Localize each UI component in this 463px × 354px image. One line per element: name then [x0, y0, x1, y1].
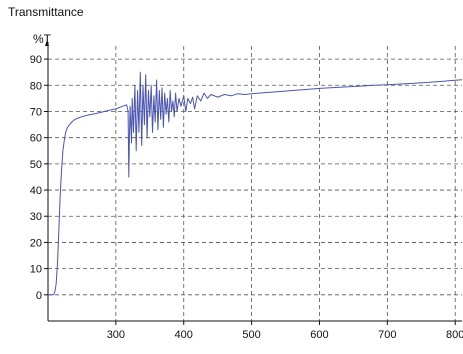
x-tick-label: 600	[310, 329, 328, 341]
y-tick-label: 90	[30, 54, 42, 66]
x-tick-label: 800	[446, 329, 463, 341]
chart-title: Transmittance	[8, 5, 84, 19]
y-axis-label: %T	[33, 32, 52, 46]
x-tick-label: 700	[378, 329, 396, 341]
y-tick-label: 0	[36, 290, 42, 302]
x-tick-label: 400	[175, 329, 193, 341]
y-tick-label: 20	[30, 237, 42, 249]
y-tick-label: 60	[30, 133, 42, 145]
y-tick-label: 50	[30, 159, 42, 171]
y-tick-label: 80	[30, 80, 42, 92]
y-tick-label: 30	[30, 211, 42, 223]
y-tick-label: 40	[30, 185, 42, 197]
x-tick-label: 500	[242, 329, 260, 341]
series-line-0	[48, 71, 463, 296]
x-tick-label: 300	[107, 329, 125, 341]
y-tick-label: 10	[30, 264, 42, 276]
y-tick-label: 70	[30, 106, 42, 118]
